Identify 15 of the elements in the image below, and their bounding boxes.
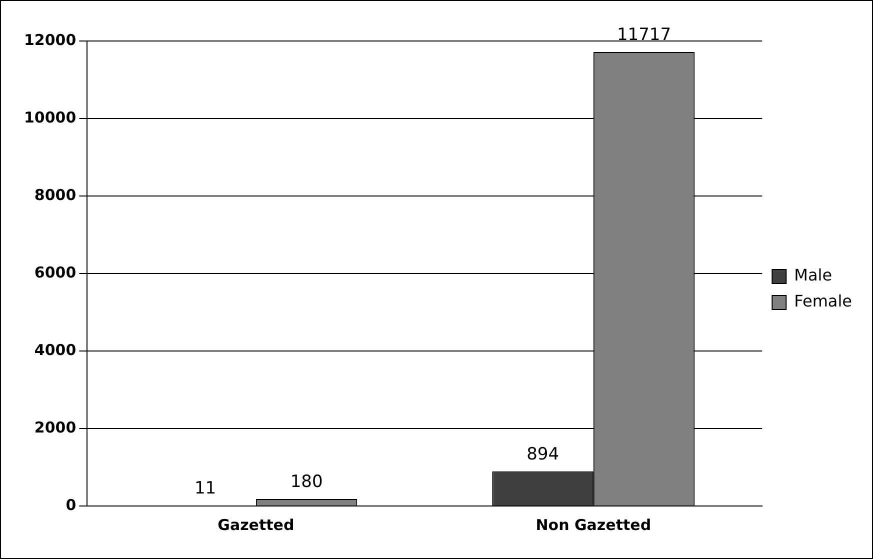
data-label: 894 xyxy=(526,444,560,464)
y-tick-label: 2000 xyxy=(34,418,76,436)
y-tick-label: 12000 xyxy=(24,30,76,49)
legend-label: Male xyxy=(794,266,832,285)
legend-label: Female xyxy=(794,292,852,311)
y-tick-label: 4000 xyxy=(34,340,76,359)
y-tick-label: 10000 xyxy=(24,108,76,126)
data-label: 180 xyxy=(290,472,323,492)
data-label: 11717 xyxy=(616,24,672,45)
x-tick-label: Non Gazetted xyxy=(536,516,652,534)
data-label: 11 xyxy=(194,478,216,498)
y-tick-label: 0 xyxy=(66,496,76,514)
x-tick-label: Gazetted xyxy=(218,516,294,534)
y-tick-label: 8000 xyxy=(34,186,76,204)
y-tick-label: 6000 xyxy=(34,263,76,282)
